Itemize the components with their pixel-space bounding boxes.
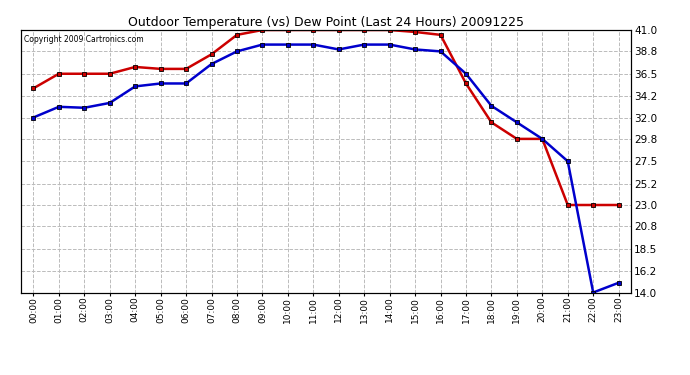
Title: Outdoor Temperature (vs) Dew Point (Last 24 Hours) 20091225: Outdoor Temperature (vs) Dew Point (Last… [128,16,524,29]
Text: Copyright 2009 Cartronics.com: Copyright 2009 Cartronics.com [23,35,144,44]
